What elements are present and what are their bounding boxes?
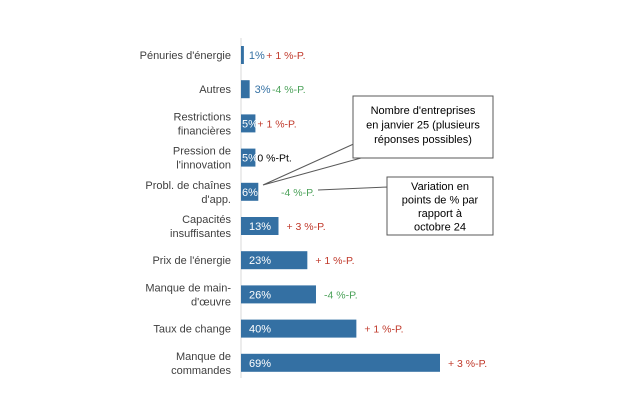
annotation-text: octobre 24 <box>414 222 466 234</box>
change-label: + 3 %-P. <box>448 358 487 370</box>
category-label: d'œuvre <box>191 296 231 308</box>
value-label: 1% <box>249 50 265 62</box>
category-label: Prix de l'énergie <box>152 255 231 267</box>
callout-box-values <box>352 95 494 159</box>
bar <box>241 251 308 270</box>
change-label: + 1 %-P. <box>315 255 354 267</box>
category-label: insuffisantes <box>170 228 231 240</box>
bar <box>241 353 440 372</box>
bar <box>241 285 316 304</box>
value-label: 6% <box>242 187 258 199</box>
value-label: 5% <box>242 153 258 165</box>
callout-pointer <box>317 186 389 200</box>
value-label: 40% <box>249 324 271 336</box>
callout-box-changes <box>386 176 494 236</box>
category-label: Autres <box>199 84 231 96</box>
value-label: 13% <box>249 221 271 233</box>
category-label: Pression de <box>173 146 231 158</box>
value-label: 3% <box>255 84 271 96</box>
bar <box>241 217 279 235</box>
annotation-text: réponses possibles) <box>374 134 472 146</box>
change-label: -4 %-P. <box>281 187 315 199</box>
value-label: 5% <box>242 118 258 130</box>
change-label: 0 %-Pt. <box>257 153 291 165</box>
change-label: + 1 %-P. <box>266 50 305 62</box>
bar <box>241 80 250 99</box>
category-label: Manque de main- <box>145 282 231 294</box>
category-label: Taux de change <box>153 324 231 336</box>
bar <box>241 319 357 338</box>
category-label: financières <box>178 125 232 137</box>
value-label: 69% <box>249 358 271 370</box>
bar <box>241 46 244 64</box>
bar <box>241 182 259 201</box>
annotation-text: points de % par <box>402 195 479 207</box>
category-label: l'innovation <box>176 160 231 172</box>
value-label: 23% <box>249 255 271 267</box>
category-label: d'app. <box>201 194 231 206</box>
category-label: Probl. de chaînes <box>145 180 231 192</box>
change-label: -4 %-P. <box>272 84 306 96</box>
annotation-text: Variation en <box>411 181 469 193</box>
change-label: + 3 %-P. <box>286 221 325 233</box>
annotation-text: en janvier 25 (plusieurs <box>366 120 480 132</box>
annotation-text: Nombre d'entreprises <box>371 105 476 117</box>
category-label: commandes <box>171 365 231 377</box>
category-label: Restrictions <box>174 111 232 123</box>
category-label: Pénuries d'énergie <box>140 50 231 62</box>
change-label: + 1 %-P. <box>364 324 403 336</box>
bar <box>241 114 256 133</box>
change-label: + 1 %-P. <box>257 118 296 130</box>
category-label: Manque de <box>176 351 231 363</box>
category-label: Capacités <box>182 214 231 226</box>
annotation-text: rapport à <box>418 208 463 220</box>
value-label: 26% <box>249 289 271 301</box>
change-label: -4 %-P. <box>324 289 358 301</box>
bar <box>241 148 256 167</box>
